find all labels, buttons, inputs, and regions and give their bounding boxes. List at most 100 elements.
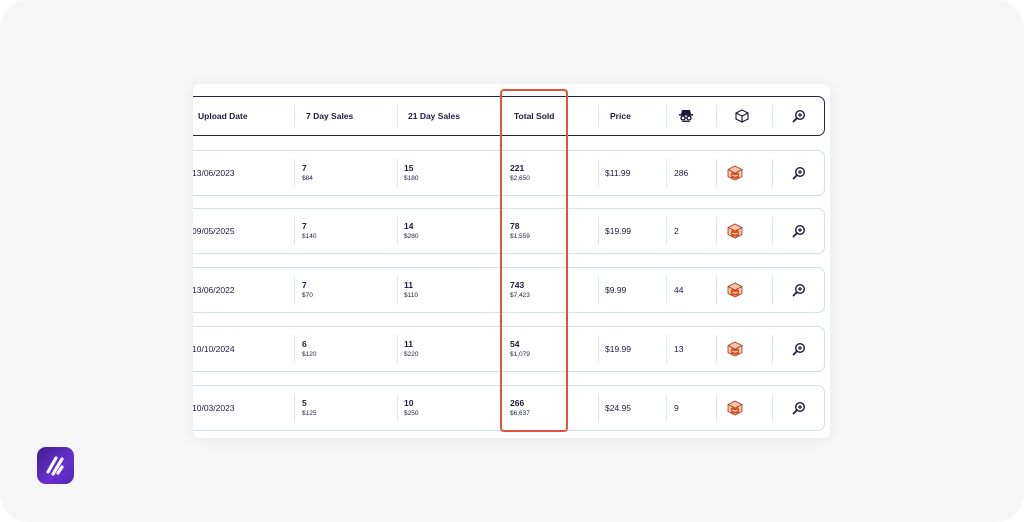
upload-date: 10/10/2024 [193,344,235,354]
divider [772,276,773,304]
total-sold-units: 221 [510,163,525,173]
header-7-day-sales[interactable]: 7 Day Sales [306,111,354,121]
search-plus-icon[interactable] [792,386,806,430]
table-header: Upload Date 7 Day Sales 21 Day Sales Tot… [193,96,825,136]
divider [666,276,667,304]
divider [397,159,398,187]
divider [294,159,295,187]
table-row[interactable]: 10/03/2023 5 $125 10 $250 266 $6,637 $24… [193,385,825,431]
header-upload-date[interactable]: Upload Date [198,111,248,121]
total-sold-units: 78 [510,221,520,231]
sales-21-revenue: $250 [404,410,419,417]
divider [666,105,667,127]
divider [598,394,599,422]
search-plus-icon[interactable] [792,151,806,195]
divider [397,217,398,245]
header-price[interactable]: Price [610,111,631,121]
divider [666,335,667,363]
divider [598,335,599,363]
total-sold-revenue: $7,423 [510,292,530,299]
price: $9.99 [605,285,627,295]
sales-7-units: 7 [302,280,307,290]
review-count: 9 [674,403,679,413]
review-count: 286 [674,168,689,178]
divider [294,105,295,127]
divider [772,105,773,127]
sales-21-revenue: $110 [404,292,418,299]
sales-7-units: 7 [302,221,307,231]
table-row[interactable]: 09/05/2025 7 $140 14 $280 78 $1,559 $19.… [193,208,825,254]
divider [716,105,717,127]
total-sold-revenue: $2,650 [510,175,530,182]
divider [772,394,773,422]
divider [772,335,773,363]
upload-date: 10/03/2023 [193,403,235,413]
review-count: 13 [674,344,684,354]
divider [772,217,773,245]
sales-21-units: 11 [404,339,413,349]
divider [397,276,398,304]
total-sold-revenue: $6,637 [510,410,530,417]
app-logo [37,447,74,484]
divider [716,159,717,187]
search-plus-icon[interactable] [792,97,806,135]
sales-21-units: 15 [404,163,414,173]
total-sold-units: 266 [510,398,525,408]
sales-21-revenue: $280 [404,233,419,240]
spy-icon[interactable] [678,97,694,135]
upload-date: 09/05/2025 [193,226,235,236]
review-count: 44 [674,285,684,295]
sales-7-revenue: $125 [302,410,317,417]
search-plus-icon[interactable] [792,209,806,253]
box-icon[interactable] [735,97,749,135]
price: $19.99 [605,226,631,236]
divider [772,159,773,187]
price: $19.99 [605,344,631,354]
amazon-box-icon[interactable] [727,268,743,312]
total-sold-revenue: $1,559 [510,233,530,240]
total-sold-units: 743 [510,280,525,290]
table-row[interactable]: 13/06/2023 7 $84 15 $180 221 $2,650 $11.… [193,150,825,196]
price: $24.95 [605,403,631,413]
search-plus-icon[interactable] [792,327,806,371]
divider [716,217,717,245]
sales-21-units: 14 [404,221,414,231]
header-total-sold[interactable]: Total Sold [514,111,555,121]
divider [666,394,667,422]
sales-7-units: 7 [302,163,307,173]
sales-21-revenue: $220 [404,351,419,358]
divider [716,276,717,304]
divider [397,335,398,363]
sales-7-revenue: $70 [302,292,313,299]
sales-7-revenue: $140 [302,233,317,240]
upload-date: 13/06/2022 [193,285,235,295]
divider [598,159,599,187]
price: $11.99 [605,168,631,178]
divider [716,335,717,363]
amazon-box-icon[interactable] [727,386,743,430]
search-plus-icon[interactable] [792,268,806,312]
header-21-day-sales[interactable]: 21 Day Sales [408,111,460,121]
divider [598,276,599,304]
divider [598,105,599,127]
amazon-box-icon[interactable] [727,151,743,195]
sales-21-units: 10 [404,398,414,408]
table-row[interactable]: 10/10/2024 6 $120 11 $220 54 $1,079 $19.… [193,326,825,372]
divider [598,217,599,245]
divider [294,394,295,422]
divider [294,276,295,304]
sales-7-revenue: $84 [302,175,313,182]
divider [294,335,295,363]
product-table: Upload Date 7 Day Sales 21 Day Sales Tot… [193,84,830,438]
divider [666,159,667,187]
amazon-box-icon[interactable] [727,327,743,371]
amazon-box-icon[interactable] [727,209,743,253]
divider [716,394,717,422]
divider [666,217,667,245]
divider [397,394,398,422]
table-row[interactable]: 13/06/2022 7 $70 11 $110 743 $7,423 $9.9… [193,267,825,313]
total-sold-units: 54 [510,339,520,349]
sales-21-revenue: $180 [404,175,419,182]
sales-7-units: 6 [302,339,307,349]
logo-icon [46,456,64,476]
